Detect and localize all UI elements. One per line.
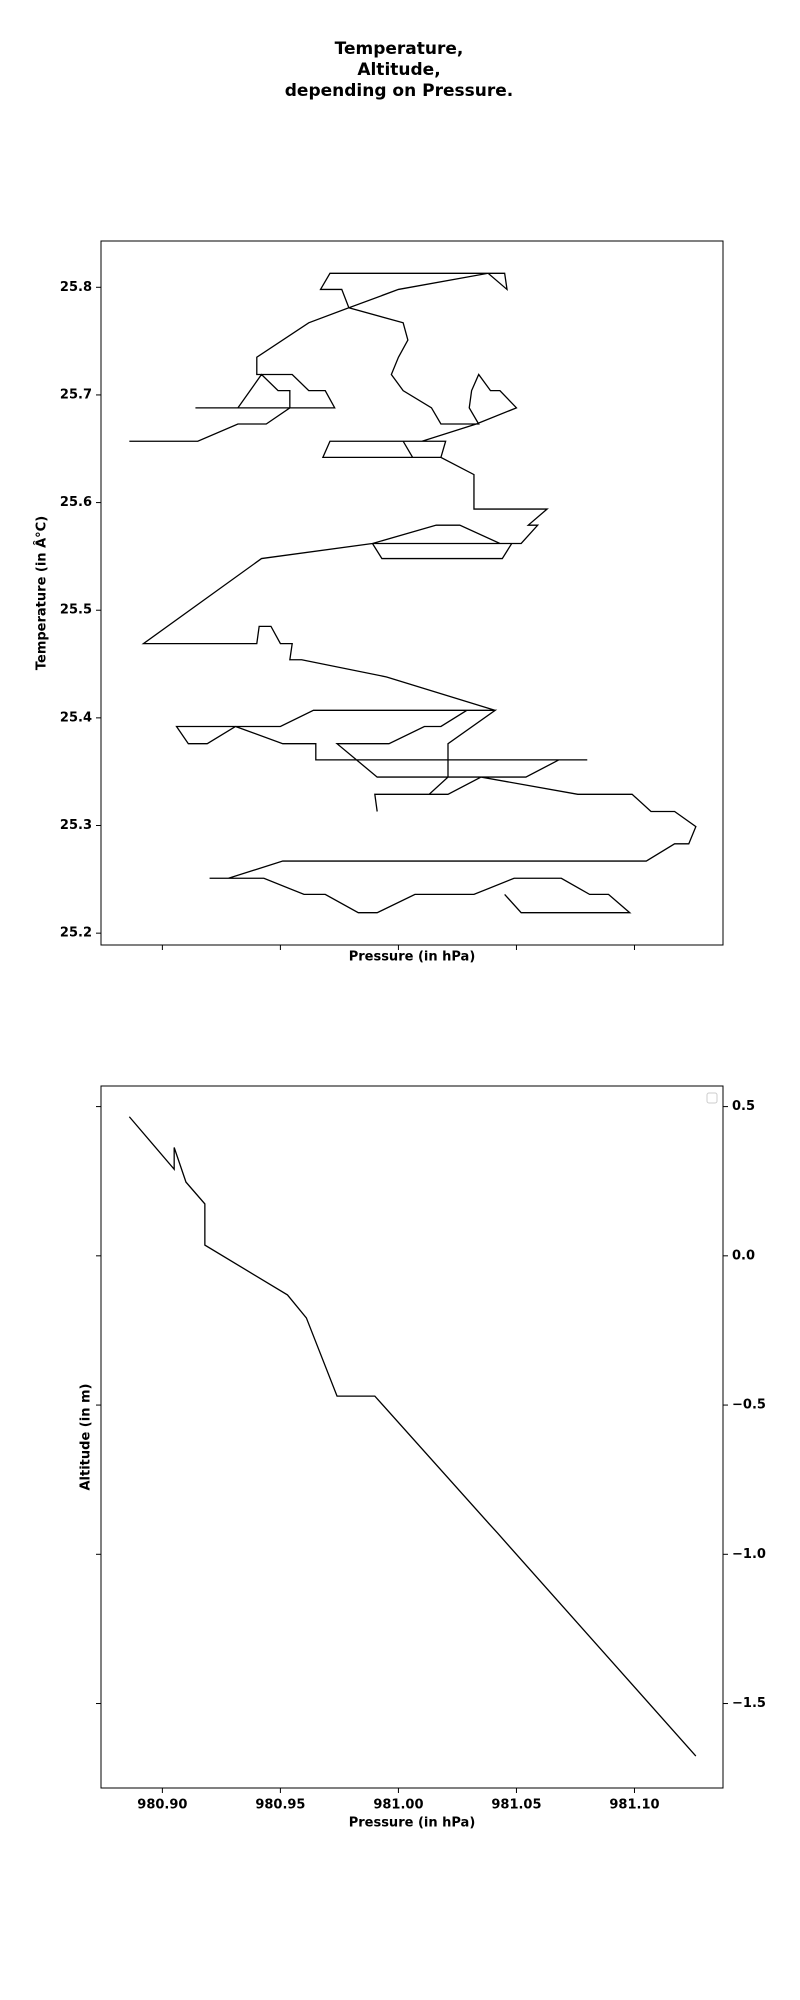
y-tick-label: 25.6 [60, 495, 92, 510]
y-tick-label: 25.5 [60, 603, 92, 618]
x-tick-label: 981.00 [373, 1798, 423, 1813]
y-tick-label: 25.7 [60, 387, 92, 402]
x-tick-label: 980.90 [137, 1798, 187, 1813]
y2-tick-label: 0.5 [732, 1099, 755, 1114]
y2-tick-label: −1.5 [732, 1696, 766, 1711]
chart-title: Temperature, Altitude, depending on Pressu… [285, 39, 513, 101]
y-tick-label: 25.8 [60, 280, 92, 295]
y-tick-label: 25.2 [60, 926, 92, 941]
plot-frame [100, 1085, 724, 1789]
y-tick-label: 25.4 [60, 710, 92, 725]
x-tick-label: 981.10 [609, 1798, 659, 1813]
x-tick-label: 981.05 [491, 1798, 541, 1813]
data-line [128, 1116, 697, 1757]
x-tick-label: 980.95 [255, 1798, 305, 1813]
y2-tick-label: −1.0 [732, 1547, 766, 1562]
y-axis-label: Altitude (in m) [79, 1384, 94, 1491]
y-axis-label: Temperature (in Â°C) [34, 516, 50, 670]
legend-box [706, 1092, 718, 1104]
x-axis-label: Pressure (in hPa) [349, 1816, 476, 1831]
x-axis-label: Pressure (in hPa) [349, 950, 476, 965]
data-line [129, 272, 697, 914]
y-tick-label: 25.3 [60, 818, 92, 833]
y2-tick-label: 0.0 [732, 1248, 755, 1263]
plot-frame [100, 240, 724, 946]
y2-tick-label: −0.5 [732, 1398, 766, 1413]
